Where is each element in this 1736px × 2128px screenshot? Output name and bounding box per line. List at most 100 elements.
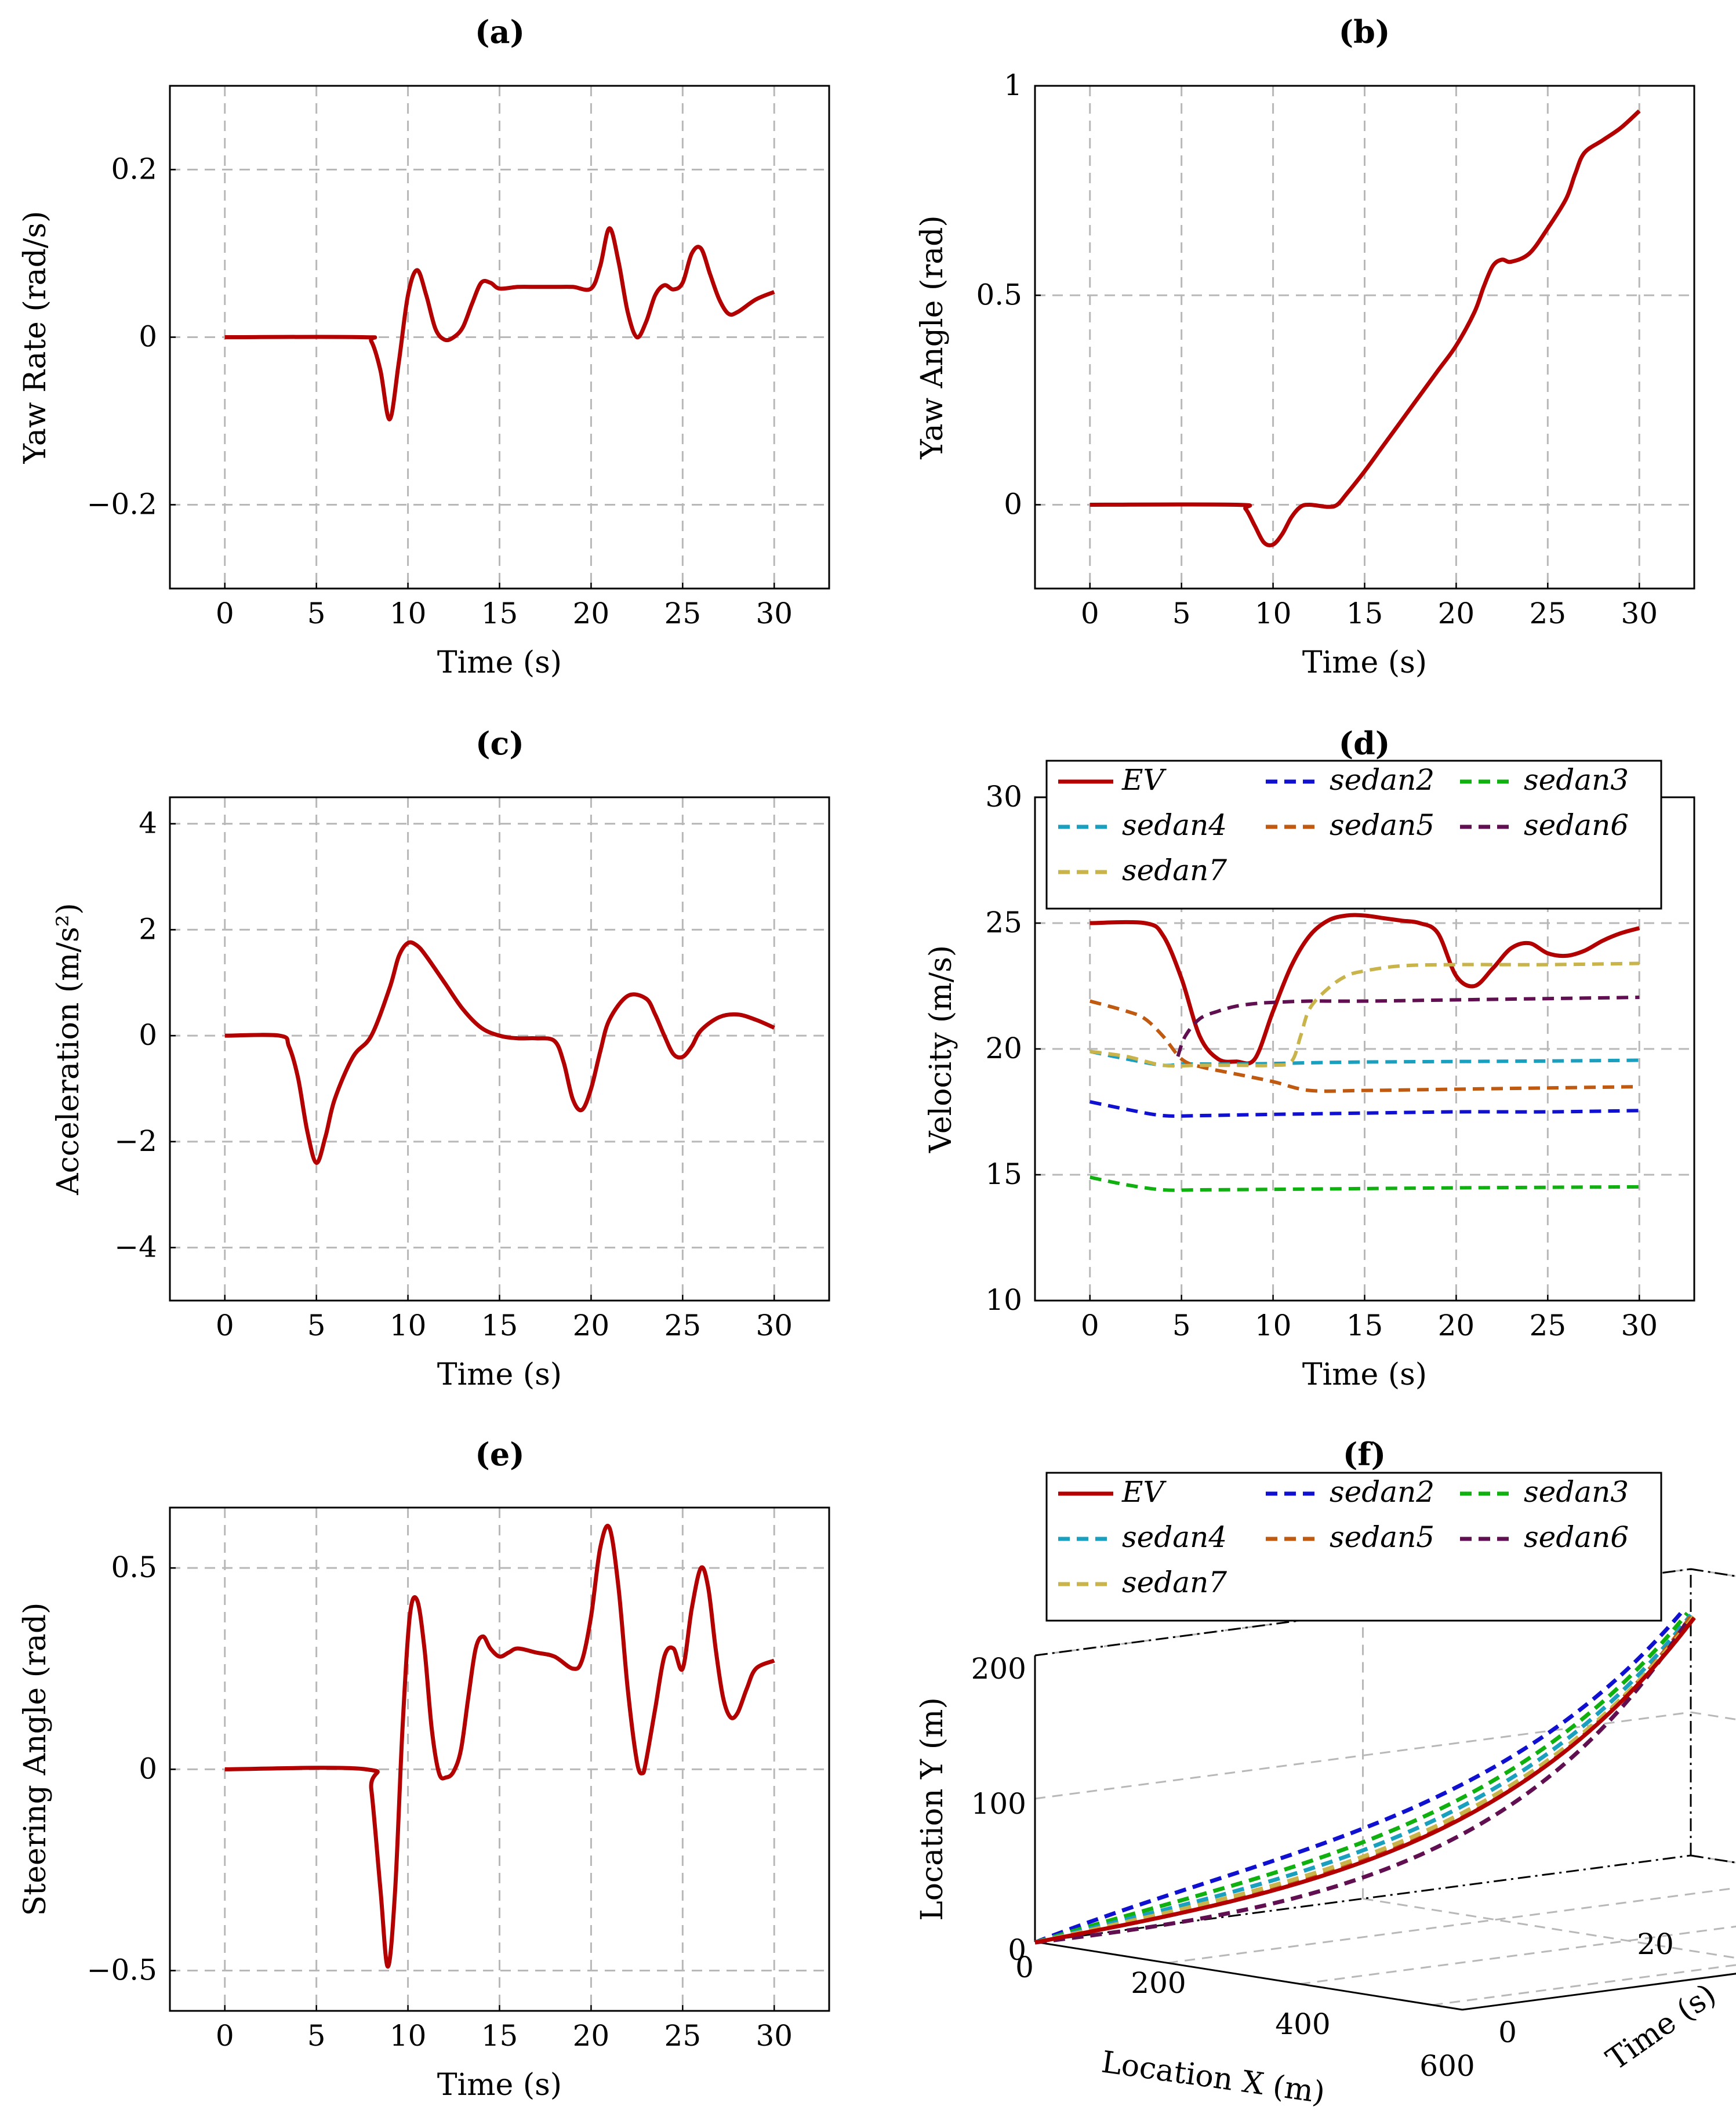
y-tick-label: −0.2 — [87, 488, 157, 521]
series-line-sedan7 — [1089, 961, 1640, 1068]
series-line-EV — [1089, 913, 1640, 1066]
plot-frame — [1034, 85, 1695, 590]
y-tick-label: 0 — [139, 1752, 157, 1785]
x-tick-label: 5 — [1172, 597, 1191, 630]
x-tick-label: 15 — [481, 1309, 518, 1342]
x-tick-label: 5 — [307, 1309, 326, 1342]
chart-b: (b) 0 5 10 15 20 25 30 0 0.5 1 Time (s) Yaw Angle (r… — [915, 13, 1695, 680]
chart-title: (b) — [1339, 13, 1390, 50]
x-tick-label: 20 — [573, 2019, 610, 2053]
x-tick-label: 10 — [390, 597, 427, 630]
grid-line-3d — [1167, 1887, 1736, 1964]
z-axis-label: Time (s) — [1600, 1977, 1723, 2078]
series-line-sedan6 — [1176, 996, 1640, 1058]
legend-label-sedan2: sedan2 — [1330, 763, 1434, 797]
x-tick-label: 30 — [756, 597, 793, 630]
grid-line-3d — [1690, 1568, 1736, 1577]
chart-title: (f) — [1343, 1436, 1386, 1473]
plot-frame — [169, 796, 830, 1302]
legend-box — [1045, 1472, 1662, 1622]
x-tick-label: 0 — [216, 597, 234, 630]
trajectory-sedan4 — [1034, 1613, 1693, 1945]
legend-label-sedan5: sedan5 — [1330, 1520, 1434, 1554]
legend-label-EV: EV — [1121, 763, 1167, 797]
z-tick-label: 0 — [1498, 2016, 1517, 2049]
plot-frame — [169, 1506, 830, 2012]
x-tick-label: 25 — [664, 597, 702, 630]
chart-c: (c) 0 5 10 15 20 25 30 −4 −2 0 2 4 Time (s) Accelerati… — [51, 725, 830, 1392]
grid-line-3d — [1363, 1898, 1736, 1959]
x-tick-label: 20 — [573, 1309, 610, 1342]
y-axis-label: Acceleration (m/s²) — [51, 903, 86, 1196]
y-tick-label: 1 — [1004, 68, 1022, 102]
x-tick-label: 0 — [1081, 597, 1099, 630]
axis-edge — [1690, 1568, 1736, 1577]
legend-label-sedan4: sedan4 — [1122, 1520, 1227, 1554]
t-axis-line — [1462, 1973, 1736, 2011]
x-tick-label: 10 — [1255, 597, 1292, 630]
grid-line-3d — [1690, 1711, 1736, 1720]
legend-label-sedan6: sedan6 — [1524, 1520, 1629, 1554]
x-tick-label: 10 — [390, 2019, 427, 2053]
y-tick-label: 20 — [985, 1032, 1022, 1065]
y-tick-label: 25 — [985, 906, 1022, 939]
chart-title: (c) — [475, 725, 524, 762]
x-axis-label: Time (s) — [437, 2068, 562, 2102]
legend-label-sedan4: sedan4 — [1122, 808, 1227, 842]
x-axis-label: Time (s) — [1302, 645, 1427, 680]
trajectory-EV — [1034, 1616, 1696, 1945]
x-tick-label: 5 — [1172, 1309, 1191, 1342]
x-tick-label: 25 — [664, 2019, 702, 2053]
y-tick-label: 15 — [985, 1157, 1022, 1191]
series-line-main — [224, 1524, 775, 1969]
y-axis-label: Yaw Angle (rad) — [915, 215, 950, 459]
chart-title: (e) — [475, 1436, 524, 1473]
x-tick-label: 30 — [756, 1309, 793, 1342]
legend-box — [1045, 760, 1662, 910]
y-tick-label: 2 — [139, 912, 157, 946]
trajectory-sedan3 — [1034, 1611, 1689, 1945]
y-tick-label: 0 — [139, 1018, 157, 1052]
x-axis-label: Time (s) — [437, 645, 562, 680]
y-tick-label: −4 — [114, 1230, 157, 1264]
plot-frame — [169, 85, 830, 590]
trajectory-sedan7 — [1034, 1614, 1696, 1945]
legend-label-sedan3: sedan3 — [1524, 1475, 1629, 1509]
x-axis-label: Time (s) — [437, 1357, 562, 1392]
x-tick-label: 20 — [1438, 1309, 1475, 1342]
x-tick-label: 20 — [573, 597, 610, 630]
x-tick-label: 600 — [1419, 2049, 1474, 2083]
x-tick-label: 5 — [307, 2019, 326, 2053]
y-tick-label: 10 — [985, 1283, 1022, 1317]
chart-d: (d) 0 5 10 15 20 25 30 10 15 20 25 30 Time (s) Velocit… — [924, 725, 1695, 1392]
y-tick-label: 100 — [971, 1787, 1026, 1821]
legend-label-sedan7: sedan7 — [1122, 1566, 1227, 1599]
x-tick-label: 20 — [1438, 597, 1475, 630]
series-line-main — [224, 940, 775, 1165]
legend: EV sedan2 sedan3 sedan4 sedan5 sedan6 sedan7 — [1045, 1472, 1662, 1622]
y-tick-label: 0 — [1004, 488, 1022, 521]
x-tick-label: 15 — [481, 2019, 518, 2053]
legend: EV sedan2 sedan3 sedan4 sedan5 sedan6 sedan7 — [1045, 760, 1662, 910]
y-tick-label: 0.2 — [111, 152, 157, 186]
series-line-sedan2 — [1089, 1100, 1640, 1118]
x-tick-label: 25 — [1530, 597, 1567, 630]
x-tick-label: 15 — [481, 597, 518, 630]
x-tick-label: 30 — [1621, 1309, 1658, 1342]
y-tick-label: 200 — [971, 1652, 1026, 1686]
x-tick-label: 400 — [1275, 2007, 1330, 2041]
x-tick-label: 0 — [216, 2019, 234, 2053]
y-tick-label: 0.5 — [111, 1550, 157, 1584]
y-axis-label: Yaw Rate (rad/s) — [18, 211, 53, 464]
legend-label-sedan6: sedan6 — [1524, 808, 1629, 842]
legend-label-sedan3: sedan3 — [1524, 763, 1629, 797]
series-line-main — [1089, 109, 1641, 547]
x-tick-label: 25 — [1530, 1309, 1567, 1342]
legend-label-sedan2: sedan2 — [1330, 1475, 1434, 1509]
x-tick-label: 30 — [1621, 597, 1658, 630]
trajectory-sedan6 — [1034, 1620, 1689, 1945]
y-tick-label: −2 — [114, 1124, 157, 1158]
y-axis-label: Steering Angle (rad) — [18, 1603, 53, 1916]
series-line-main — [224, 226, 775, 422]
x-tick-label: 10 — [390, 1309, 427, 1342]
